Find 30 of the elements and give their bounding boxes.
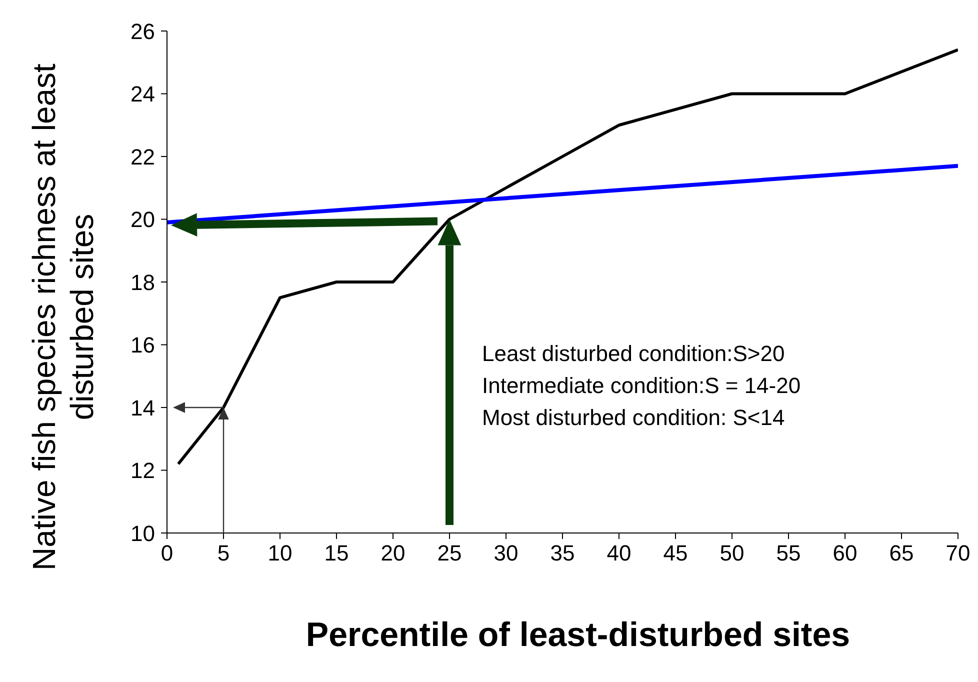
x-tick-label: 60 [832, 540, 858, 566]
y-tick-label: 16 [130, 332, 155, 358]
y-tick-label: 10 [130, 520, 155, 546]
y-tick-label: 26 [130, 18, 155, 44]
annotation: Intermediate condition:S = 14-20 [482, 372, 801, 400]
line-series [176, 48, 958, 466]
x-tick-label: 30 [494, 540, 518, 566]
x-tick-label: 15 [324, 540, 349, 566]
y-tick-label: 22 [130, 144, 155, 170]
y-tick-label: 14 [130, 395, 155, 420]
x-tick-label: 35 [550, 540, 575, 566]
x-tick-label: 45 [663, 540, 688, 566]
y-tick-label: 20 [130, 207, 155, 232]
x-tick-label: 50 [720, 540, 744, 566]
y-tick-label: 24 [130, 82, 155, 107]
x-tick-label: 5 [217, 540, 230, 566]
x-tick-label: 40 [606, 540, 632, 566]
y-axis-title: Native fish species richness at least disturbed sites [25, 62, 101, 572]
annotation: Most disturbed condition: S<14 [482, 404, 786, 432]
annotation: Least disturbed condition:S>20 [482, 340, 786, 368]
y-tick-label: 18 [130, 270, 155, 295]
x-tick-label: 20 [380, 540, 406, 566]
x-tick-label: 55 [776, 540, 801, 566]
x-tick-label: 25 [437, 540, 462, 566]
x-tick-label: 0 [160, 540, 174, 566]
y-tick-label: 12 [130, 458, 155, 484]
x-tick-label: 10 [268, 540, 292, 566]
x-tick-label: 70 [946, 540, 970, 566]
x-tick-label: 65 [889, 540, 914, 566]
x-axis-title: Percentile of least-disturbed sites [304, 616, 852, 655]
